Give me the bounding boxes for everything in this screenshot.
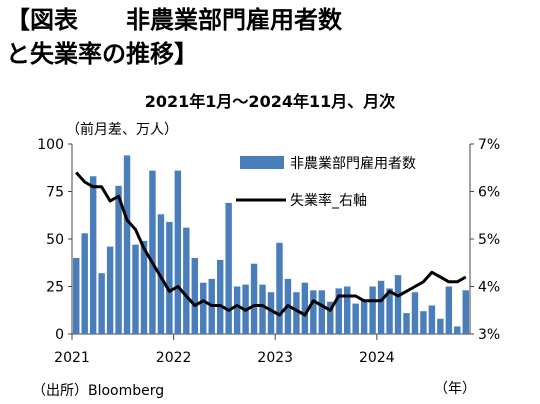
employment-bar	[183, 227, 190, 334]
employment-bar	[132, 244, 139, 334]
employment-bar	[403, 313, 410, 334]
right-axis-tick-label: 4%	[478, 280, 500, 296]
employment-bar	[225, 202, 232, 334]
employment-bar	[166, 221, 173, 334]
chart-title-line-2: と失業率の推移】	[6, 40, 198, 68]
employment-bar	[411, 292, 419, 334]
employment-bar	[369, 286, 376, 334]
employment-bar	[174, 170, 182, 334]
employment-bar	[318, 290, 326, 334]
employment-bar	[343, 286, 351, 334]
employment-bar	[428, 305, 436, 334]
left-axis-tick-label: 0	[55, 327, 64, 343]
employment-bar	[276, 242, 283, 334]
right-axis-tick-label: 6%	[478, 185, 500, 201]
left-axis-tick-label: 50	[46, 232, 64, 248]
employment-bar	[89, 176, 97, 334]
employment-bar	[437, 318, 444, 334]
left-axis-tick-label: 25	[46, 280, 64, 296]
employment-bar	[267, 292, 275, 334]
right-axis-tick-label: 5%	[478, 232, 500, 248]
employment-bar	[360, 299, 368, 334]
employment-bar	[420, 311, 427, 334]
legend-label-unemployment: 失業率_右軸	[290, 192, 367, 209]
x-axis-year-label: 2021	[54, 350, 90, 366]
x-axis-year-label: 2022	[156, 350, 192, 366]
right-axis-tick-label: 3%	[478, 327, 500, 343]
x-axis-year-label: 2024	[359, 350, 395, 366]
employment-bar	[301, 282, 309, 334]
employment-bar	[335, 288, 342, 334]
chart-title-line-1: 【図表 非農業部門雇用者数	[6, 6, 342, 34]
employment-bar	[352, 303, 359, 334]
right-axis-tick-label: 7%	[478, 137, 500, 153]
x-axis-year-label: 2023	[257, 350, 293, 366]
employment-bar	[445, 286, 453, 334]
source-note: （出所）Bloomberg	[32, 383, 165, 399]
employment-bar	[191, 258, 199, 334]
employment-bar	[454, 326, 461, 334]
employment-bar	[149, 170, 156, 334]
left-axis-unit-label: （前月差、万人）	[66, 122, 178, 138]
left-axis-tick-label: 100	[37, 137, 64, 153]
legend-bar-swatch	[240, 156, 284, 169]
employment-bar	[73, 258, 80, 334]
employment-bar	[81, 233, 88, 334]
employment-bar	[216, 259, 224, 334]
employment-bar	[250, 263, 258, 334]
employment-bar	[115, 185, 122, 334]
employment-bar	[293, 292, 300, 334]
left-axis-tick-label: 75	[46, 185, 64, 201]
employment-bar	[123, 155, 131, 334]
employment-bar	[386, 288, 393, 334]
employment-bar	[140, 240, 148, 334]
employment-bar	[310, 290, 317, 334]
employment-bar	[259, 284, 266, 334]
employment-bar	[377, 280, 385, 334]
x-axis-unit-label: （年）	[434, 381, 476, 397]
employment-bar	[327, 301, 334, 334]
employment-bar	[98, 273, 105, 334]
legend-label-employment: 非農業部門雇用者数	[290, 155, 416, 172]
employment-bar	[462, 290, 469, 334]
employment-bar	[106, 246, 114, 334]
employment-bar	[200, 282, 207, 334]
chart-subtitle: 2021年1月～2024年11月、月次	[144, 92, 396, 111]
employment-bar	[233, 286, 241, 334]
unemployment-rate-line	[75, 171, 467, 317]
employment-bar	[394, 275, 402, 334]
